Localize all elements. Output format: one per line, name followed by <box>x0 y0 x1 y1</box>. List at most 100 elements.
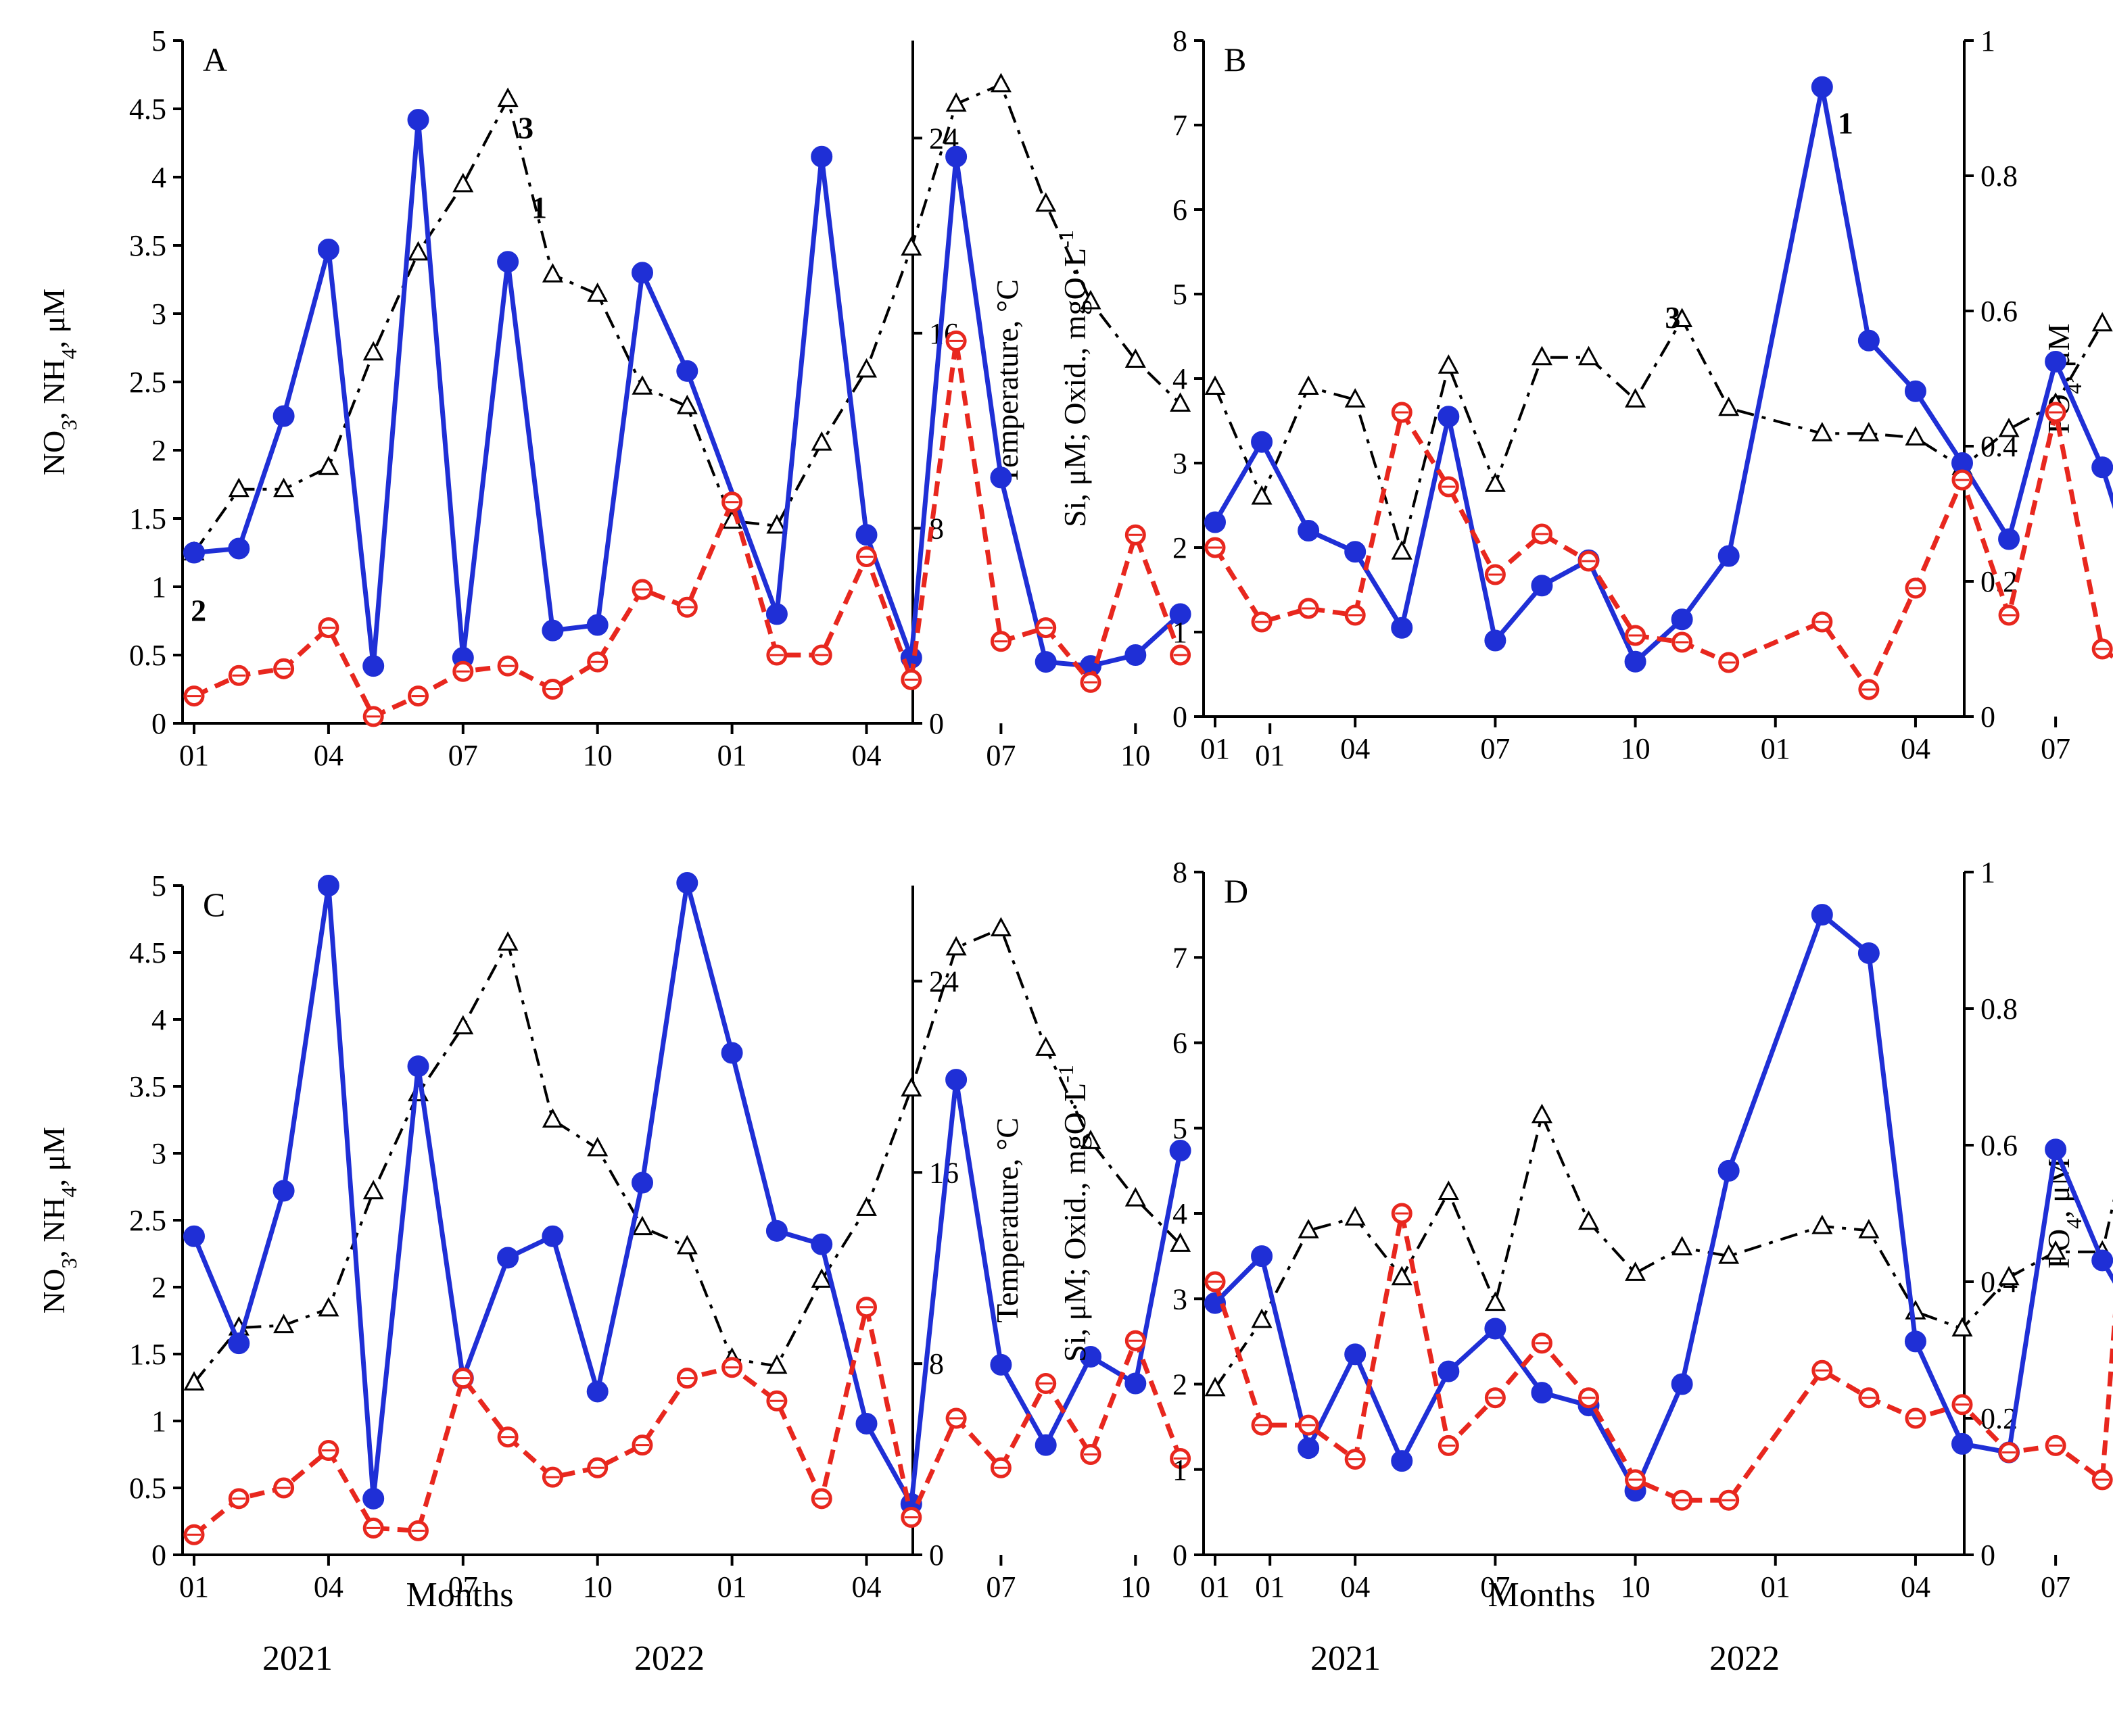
x-tick-label: 04 <box>852 1570 882 1604</box>
year-2021-right: 2021 <box>1310 1639 1381 1678</box>
left-tick-label: 6 <box>1172 193 1187 226</box>
series-1-point <box>1671 1373 1693 1395</box>
left-tick-label: 2 <box>1172 1368 1187 1401</box>
series-3-point <box>632 1215 653 1236</box>
series-3-point <box>542 1108 563 1128</box>
series-3-point <box>587 282 609 302</box>
series-3-point <box>855 358 878 378</box>
series-3-point <box>1951 1317 1973 1336</box>
series-1-point <box>1124 644 1147 666</box>
series-1-annotation: 1 <box>531 191 547 225</box>
series-1-point <box>1035 1434 1057 1456</box>
series-1-point <box>811 1233 833 1255</box>
series-1-point <box>1169 1140 1191 1162</box>
series-3-point <box>542 263 563 283</box>
series-2-line <box>1212 1211 2113 1503</box>
series-1-point <box>2045 1138 2067 1161</box>
left-tick-label: 4 <box>1172 1197 1187 1230</box>
series-1-point <box>1035 651 1057 673</box>
series-1-point <box>1671 608 1693 631</box>
series-1-point <box>855 524 878 546</box>
panel-D: 01234567800.20.40.60.8101040710010407100… <box>1053 856 2113 1604</box>
series-3-point <box>362 1180 384 1200</box>
series-3-point <box>1391 540 1412 560</box>
series-3-point <box>452 1015 474 1035</box>
right-tick-label: 24 <box>929 965 959 998</box>
series-3-point <box>766 514 788 534</box>
x-tick-label: 04 <box>314 739 343 772</box>
series-1-point <box>2091 456 2113 479</box>
series-1-point <box>990 466 1012 489</box>
series-1-point <box>990 1353 1012 1376</box>
x-tick-label: 07 <box>448 739 478 772</box>
series-3-point <box>318 1297 339 1317</box>
left-tick-label: 2 <box>151 1271 166 1304</box>
series-1-point <box>2045 351 2067 372</box>
series-3-point <box>766 1354 788 1374</box>
series-3-point <box>990 72 1012 93</box>
series-1-point <box>1344 541 1367 563</box>
series-1-point <box>855 1412 878 1434</box>
series-3-point <box>452 172 474 193</box>
series-1-point <box>317 875 339 896</box>
series-1-point <box>1904 1330 1926 1353</box>
series-3-point <box>407 241 429 261</box>
series-3-annotation: 3 <box>518 110 533 145</box>
series-3-point <box>990 917 1012 937</box>
left-tick-label: 4 <box>151 1003 166 1036</box>
left-tick-label: 1 <box>151 1405 166 1438</box>
series-3-line <box>193 927 1182 1384</box>
left-tick-label: 7 <box>1172 941 1187 974</box>
series-3-point <box>1671 308 1693 327</box>
x-tick-label: 01 <box>1200 1570 1230 1604</box>
series-1-point <box>228 537 250 560</box>
series-1-point <box>1717 545 1740 567</box>
year-2021-left: 2021 <box>262 1639 333 1678</box>
panel-letter: A <box>203 41 227 78</box>
series-3-point <box>1344 1206 1366 1226</box>
series-3-point <box>1080 289 1101 310</box>
series-1-point <box>1857 329 1880 352</box>
series-3-point <box>1671 1236 1693 1255</box>
right-axis-label: Temperature, °C <box>990 1117 1024 1323</box>
series-1-point <box>1484 629 1506 652</box>
series-3-point <box>901 1077 922 1097</box>
right-tick-label: 0 <box>929 707 944 740</box>
right-tick-label: 0.6 <box>1980 1129 2018 1162</box>
x-tick-label: 10 <box>1120 739 1150 772</box>
series-1-point <box>1251 431 1273 453</box>
left-tick-label: 5 <box>1172 1112 1187 1145</box>
series-3-point <box>1035 1036 1057 1056</box>
left-tick-label: 1.5 <box>129 1338 166 1371</box>
x-tick-label: 01 <box>1200 732 1230 765</box>
series-3-point <box>273 1313 295 1334</box>
series-1-point <box>1204 511 1226 533</box>
series-3-point <box>1035 192 1057 212</box>
left-tick-label: 2 <box>1172 531 1187 564</box>
x-tick-label: 04 <box>314 1570 343 1604</box>
series-3-point <box>497 87 519 107</box>
series-1-point <box>2091 1249 2113 1272</box>
series-3-point <box>1251 1308 1273 1328</box>
series-1-point <box>586 614 609 636</box>
series-1-point <box>542 619 564 642</box>
series-1-point <box>407 109 429 131</box>
series-1-point <box>1391 1450 1413 1472</box>
series-1-point <box>676 872 698 894</box>
left-tick-label: 0.5 <box>129 1472 166 1505</box>
series-1-point <box>1080 1345 1101 1368</box>
series-1-point <box>1857 942 1880 964</box>
series-3-point <box>855 1197 878 1216</box>
left-tick-label: 1 <box>151 571 166 604</box>
series-1-point <box>765 1220 788 1242</box>
right-tick-label: 0 <box>1980 1539 1995 1572</box>
series-3-point <box>273 477 295 498</box>
series-1-point <box>317 239 339 261</box>
x-tick-label: 01 <box>717 739 747 772</box>
series-3-point <box>1124 1187 1146 1207</box>
series-3-point <box>1625 388 1646 408</box>
series-3-annotation: 3 <box>1665 300 1680 335</box>
series-1-point <box>1811 76 1833 98</box>
left-tick-label: 1 <box>1172 616 1187 649</box>
series-1-point <box>1124 1372 1147 1395</box>
